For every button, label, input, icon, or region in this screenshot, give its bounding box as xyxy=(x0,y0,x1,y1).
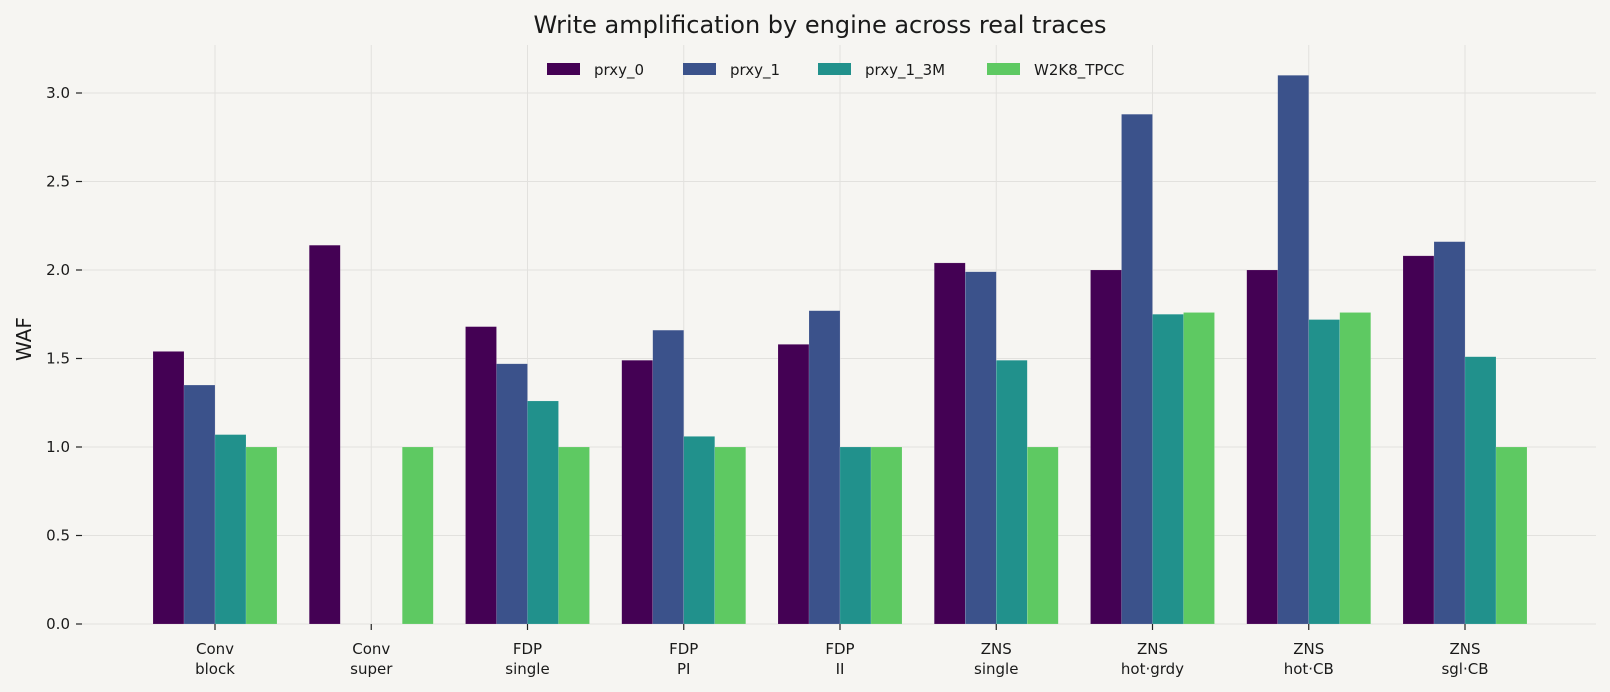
bar-prxy-0 xyxy=(1402,255,1435,625)
bar-prxy-0 xyxy=(1090,269,1122,625)
bar-w2k8-tpcc xyxy=(1339,312,1371,625)
x-tick-label-line: PI xyxy=(677,660,690,678)
legend-swatch xyxy=(547,63,580,75)
legend-item: prxy_0 xyxy=(547,61,644,80)
x-tick-label-line: super xyxy=(350,660,393,678)
bar-prxy-0 xyxy=(934,262,966,625)
x-tick-label: Conv super xyxy=(350,640,393,678)
bar-w2k8-tpcc xyxy=(1183,312,1215,625)
legend-swatch xyxy=(818,63,851,75)
bar-prxy-1-3m xyxy=(1152,314,1184,625)
bar-layer xyxy=(152,75,1528,625)
legend-item: prxy_1_3M xyxy=(818,61,945,80)
bar-prxy-0 xyxy=(777,344,810,625)
y-tick-label: 3.0 xyxy=(46,84,70,102)
x-tick-label-line: ZNS xyxy=(981,640,1012,658)
bar-prxy-1 xyxy=(183,384,216,625)
x-tick-label: FDP PI xyxy=(669,640,698,678)
bar-prxy-1-3m xyxy=(214,434,247,625)
x-tick-label-line: FDP xyxy=(825,640,854,658)
bar-prxy-0 xyxy=(1246,269,1278,625)
x-tick-label: FDP II xyxy=(825,640,854,678)
y-tick-label: 2.0 xyxy=(46,261,70,279)
x-tick-label-line: FDP xyxy=(513,640,542,658)
bar-w2k8-tpcc xyxy=(714,446,746,625)
bar-prxy-0 xyxy=(465,326,497,625)
x-tick-label: FDP single xyxy=(505,640,549,678)
bar-w2k8-tpcc xyxy=(870,446,903,625)
y-tick-label: 0.5 xyxy=(46,527,70,545)
x-tick-label-line: ZNS xyxy=(1449,640,1480,658)
x-tick-label-line: Conv xyxy=(196,640,234,658)
y-axis-label: WAF xyxy=(12,317,36,361)
x-tick-label-line: hot·CB xyxy=(1284,660,1334,678)
legend-item: W2K8_TPCC xyxy=(987,61,1124,80)
bar-prxy-1-3m xyxy=(1308,319,1340,625)
bar-prxy-1 xyxy=(965,271,997,625)
bar-prxy-0 xyxy=(309,244,341,625)
y-tick-label: 2.5 xyxy=(46,173,70,191)
x-tick-label: Conv block xyxy=(195,640,235,678)
bar-prxy-1-3m xyxy=(1464,356,1497,625)
bar-w2k8-tpcc xyxy=(402,446,434,625)
legend-swatch xyxy=(987,63,1020,75)
x-tick-label-line: II xyxy=(836,660,845,678)
legend-item: prxy_1 xyxy=(683,61,780,80)
chart-title: Write amplification by engine across rea… xyxy=(534,11,1107,39)
bar-prxy-1 xyxy=(808,310,841,625)
legend-swatch xyxy=(683,63,716,75)
x-tick-label-line: single xyxy=(974,660,1018,678)
y-tick-label: 1.5 xyxy=(46,350,70,368)
x-tick-label-line: block xyxy=(195,660,235,678)
bar-prxy-1-3m xyxy=(996,360,1028,625)
legend-label: prxy_1 xyxy=(730,61,780,80)
bar-w2k8-tpcc xyxy=(558,446,590,625)
x-tick-label: ZNS single xyxy=(974,640,1018,678)
x-tick-label-line: single xyxy=(505,660,549,678)
x-tick-label-line: hot·grdy xyxy=(1121,660,1184,678)
bar-prxy-1 xyxy=(1121,113,1153,625)
x-tick-label-line: sgl·CB xyxy=(1441,660,1488,678)
y-tick-label: 1.0 xyxy=(46,438,70,456)
bar-prxy-0 xyxy=(621,360,653,625)
bar-w2k8-tpcc xyxy=(1495,446,1528,625)
legend-label: W2K8_TPCC xyxy=(1034,61,1124,80)
x-tick-label-line: ZNS xyxy=(1137,640,1168,658)
bar-w2k8-tpcc xyxy=(245,446,278,625)
bar-prxy-0 xyxy=(152,351,185,625)
x-tick-label-line: FDP xyxy=(669,640,698,658)
legend-label: prxy_1_3M xyxy=(865,61,945,80)
bar-prxy-1 xyxy=(1277,75,1309,625)
x-tick-label-line: ZNS xyxy=(1293,640,1324,658)
legend-label: prxy_0 xyxy=(594,61,644,80)
bar-prxy-1 xyxy=(496,363,528,625)
axis-layer: 0.0 0.5 1.0 1.5 2.0 2.5 3.0 Conv block Conv super F… xyxy=(46,84,1488,678)
x-tick-label: ZNS hot·grdy xyxy=(1121,640,1184,678)
bar-w2k8-tpcc xyxy=(1027,446,1059,625)
legend: prxy_0 prxy_1 prxy_1_3M W2K8_TPCC xyxy=(547,61,1124,80)
x-tick-label: ZNS hot·CB xyxy=(1284,640,1334,678)
x-tick-label: ZNS sgl·CB xyxy=(1441,640,1488,678)
y-tick-label: 0.0 xyxy=(46,615,70,633)
bar-prxy-1-3m xyxy=(683,436,715,625)
bar-prxy-1-3m xyxy=(527,400,559,625)
bar-prxy-1 xyxy=(1433,241,1466,625)
x-tick-label-line: Conv xyxy=(352,640,390,658)
bar-prxy-1 xyxy=(652,329,684,625)
bar-prxy-1-3m xyxy=(839,446,872,625)
